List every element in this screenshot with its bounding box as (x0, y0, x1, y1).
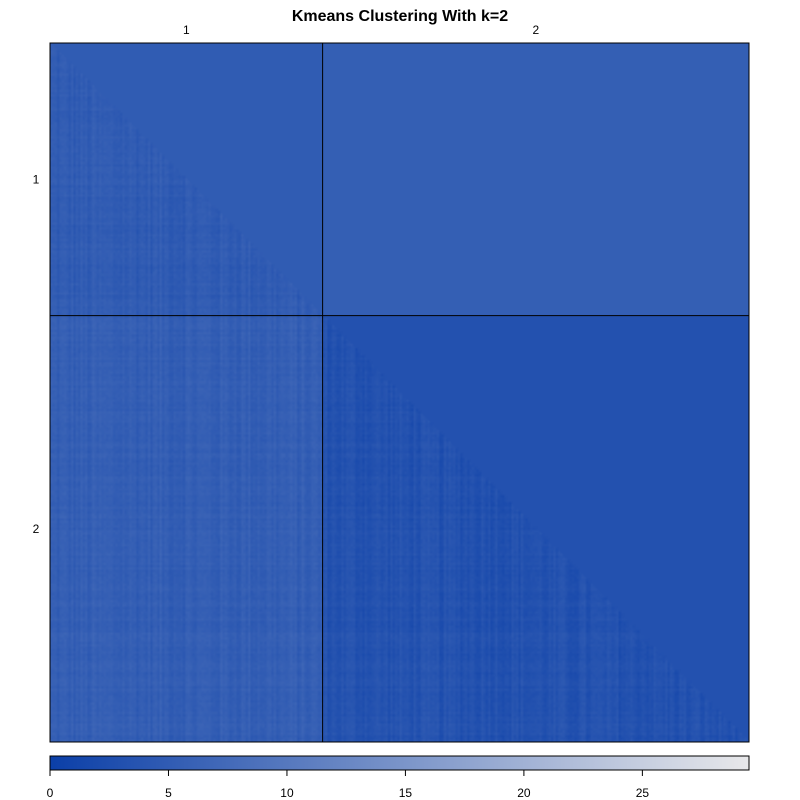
colorbar: 0 5 10 15 20 25 (47, 755, 750, 800)
column-label-2: 2 (532, 23, 539, 37)
colorbar-tick-label: 25 (636, 786, 650, 800)
row-label-2: 2 (33, 522, 40, 536)
colorbar-ticks: 0 5 10 15 20 25 (47, 770, 650, 800)
colorbar-tick-label: 0 (47, 786, 54, 800)
chart-title: Kmeans Clustering With k=2 (292, 8, 508, 25)
heatmap (49, 42, 750, 743)
row-label-1: 1 (33, 172, 40, 186)
colorbar-tick-label: 15 (399, 786, 413, 800)
colorbar-tick-label: 10 (280, 786, 294, 800)
column-tick-labels: 1 2 (183, 23, 540, 37)
row-tick-labels: 1 2 (33, 172, 40, 536)
column-label-1: 1 (183, 23, 190, 37)
colorbar-tick-label: 20 (517, 786, 531, 800)
colorbar-tick-label: 5 (165, 786, 172, 800)
heatmap-cells (50, 43, 749, 742)
colorbar-gradient (49, 755, 750, 771)
cluster-block-borders (49, 42, 750, 743)
heatmap-frame (49, 42, 750, 743)
